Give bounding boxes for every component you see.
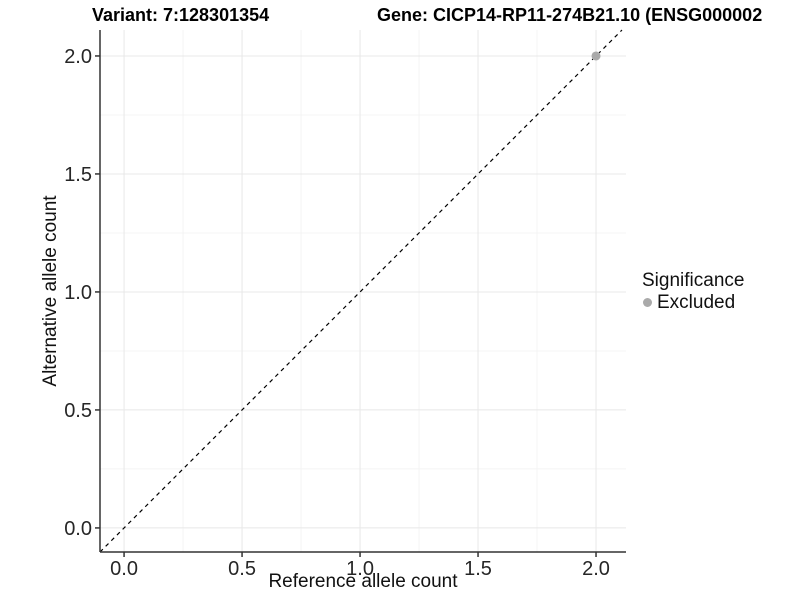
- x-axis-label: Reference allele count: [268, 571, 458, 592]
- legend: Significance Excluded: [642, 270, 745, 313]
- y-axis-label: Alternative allele count: [40, 195, 61, 387]
- x-tick-label: 2.0: [582, 558, 610, 580]
- data-point: [591, 51, 601, 61]
- y-tick-label: 1.0: [64, 282, 92, 304]
- y-tick-label: 1.5: [64, 164, 92, 186]
- x-tick-label: 0.5: [228, 558, 256, 580]
- variant-title: Variant: 7:128301354: [92, 5, 270, 25]
- legend-entries: Excluded: [642, 293, 744, 312]
- legend-entry-label: Excluded: [657, 292, 736, 313]
- y-tick-label: 0.5: [64, 400, 92, 422]
- x-tick-label: 1.0: [346, 558, 374, 580]
- identity-line: [99, 29, 623, 553]
- gene-title: Gene: CICP14-RP11-274B21.10 (ENSG000002: [377, 5, 763, 25]
- legend-entry: Excluded: [643, 293, 744, 312]
- x-tick-label: 0.0: [110, 558, 138, 580]
- legend-title: Significance: [642, 270, 745, 291]
- y-tick-label: 2.0: [64, 46, 92, 68]
- legend-key-dot: [643, 298, 652, 307]
- y-tick-label: 0.0: [64, 518, 92, 540]
- x-tick-label: 1.5: [464, 558, 492, 580]
